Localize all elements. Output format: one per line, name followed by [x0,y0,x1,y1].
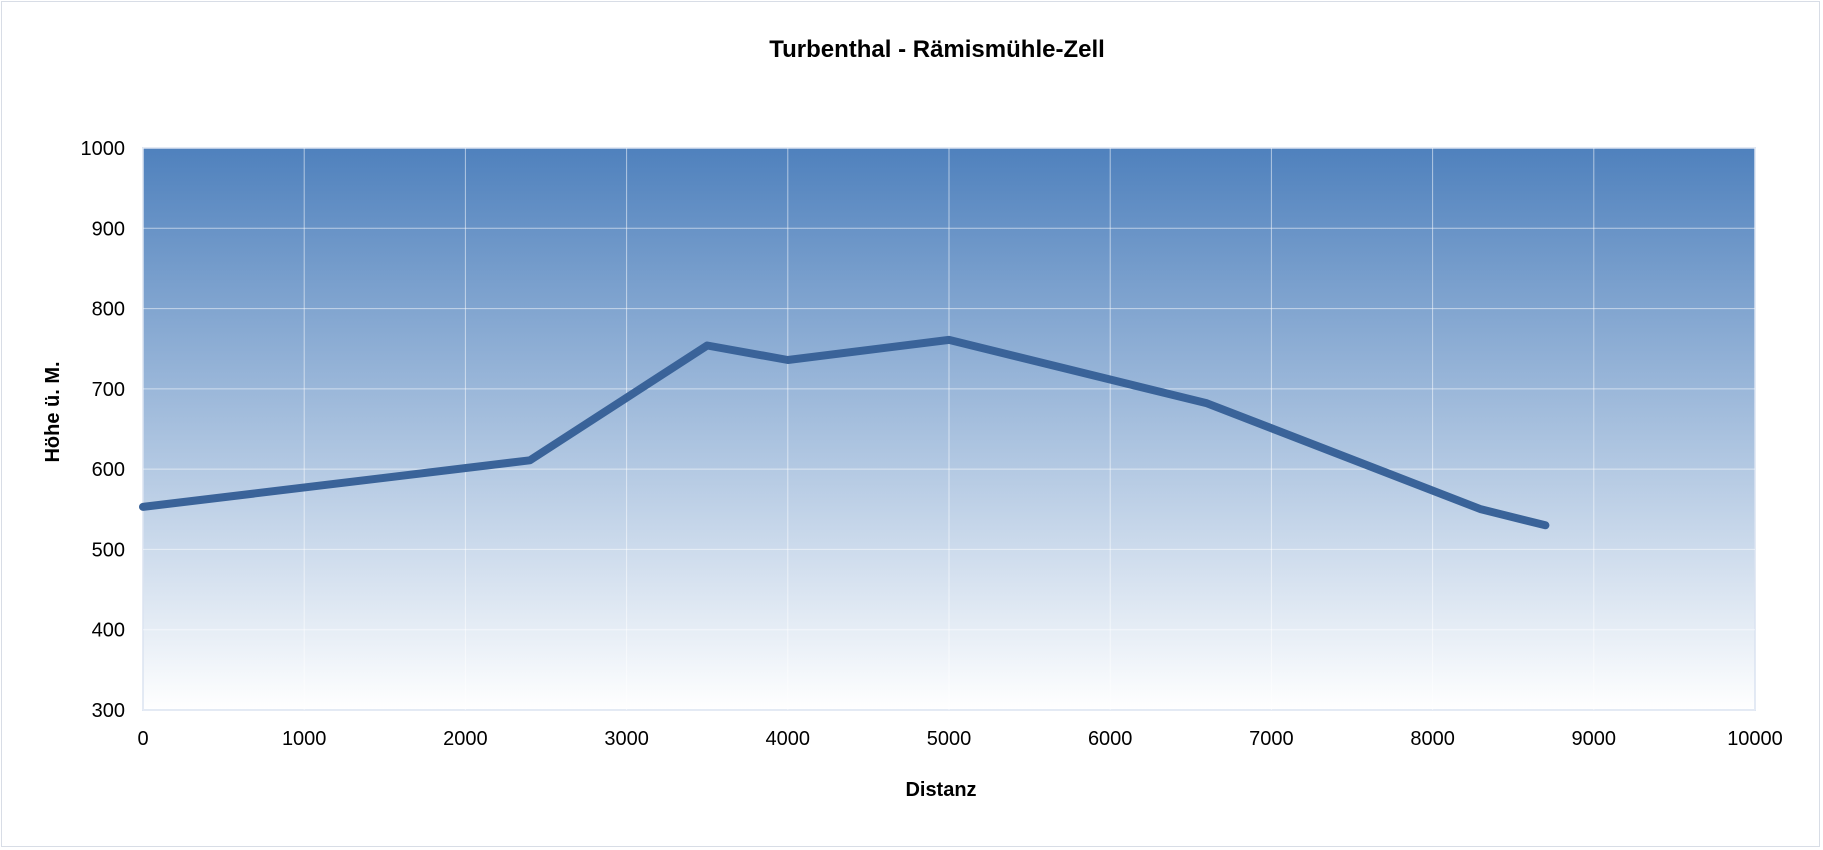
y-tick-label: 300 [92,700,125,722]
x-tick-label: 10000 [1727,728,1783,750]
x-tick-label: 4000 [766,728,811,750]
data-point [1541,521,1549,529]
y-tick-label: 500 [92,539,125,561]
series-layer [139,335,1550,530]
y-tick-label: 600 [92,459,125,481]
chart-title: Turbenthal - Rämismühle-Zell [769,36,1105,63]
x-tick-label: 0 [137,728,148,750]
data-point [1203,399,1211,407]
data-point [945,336,953,344]
y-tick-label: 700 [92,379,125,401]
data-point [784,356,792,364]
y-axis-title: Höhe ü. M. [42,361,64,462]
x-axis-ticks: 0 1000 2000 3000 4000 5000 6000 7000 8000 9000 100… [137,728,1782,750]
y-tick-label: 1000 [81,138,126,160]
data-point [703,342,711,350]
x-axis-title: Distanz [905,779,976,801]
data-point [526,456,534,464]
x-tick-label: 8000 [1410,728,1455,750]
elevation-line [139,335,1550,530]
x-tick-label: 1000 [282,728,327,750]
y-tick-label: 800 [92,299,125,321]
data-point [1477,505,1485,513]
y-tick-label: 900 [92,218,125,240]
y-tick-label: 400 [92,620,125,642]
data-point [139,503,147,511]
y-axis-ticks: 300 400 500 600 700 800 900 1000 [81,138,126,722]
x-tick-label: 5000 [927,728,972,750]
x-tick-label: 6000 [1088,728,1133,750]
x-tick-label: 3000 [604,728,649,750]
x-tick-label: 2000 [443,728,488,750]
x-tick-label: 9000 [1572,728,1617,750]
x-tick-label: 7000 [1249,728,1294,750]
grid-lines [142,147,1756,711]
